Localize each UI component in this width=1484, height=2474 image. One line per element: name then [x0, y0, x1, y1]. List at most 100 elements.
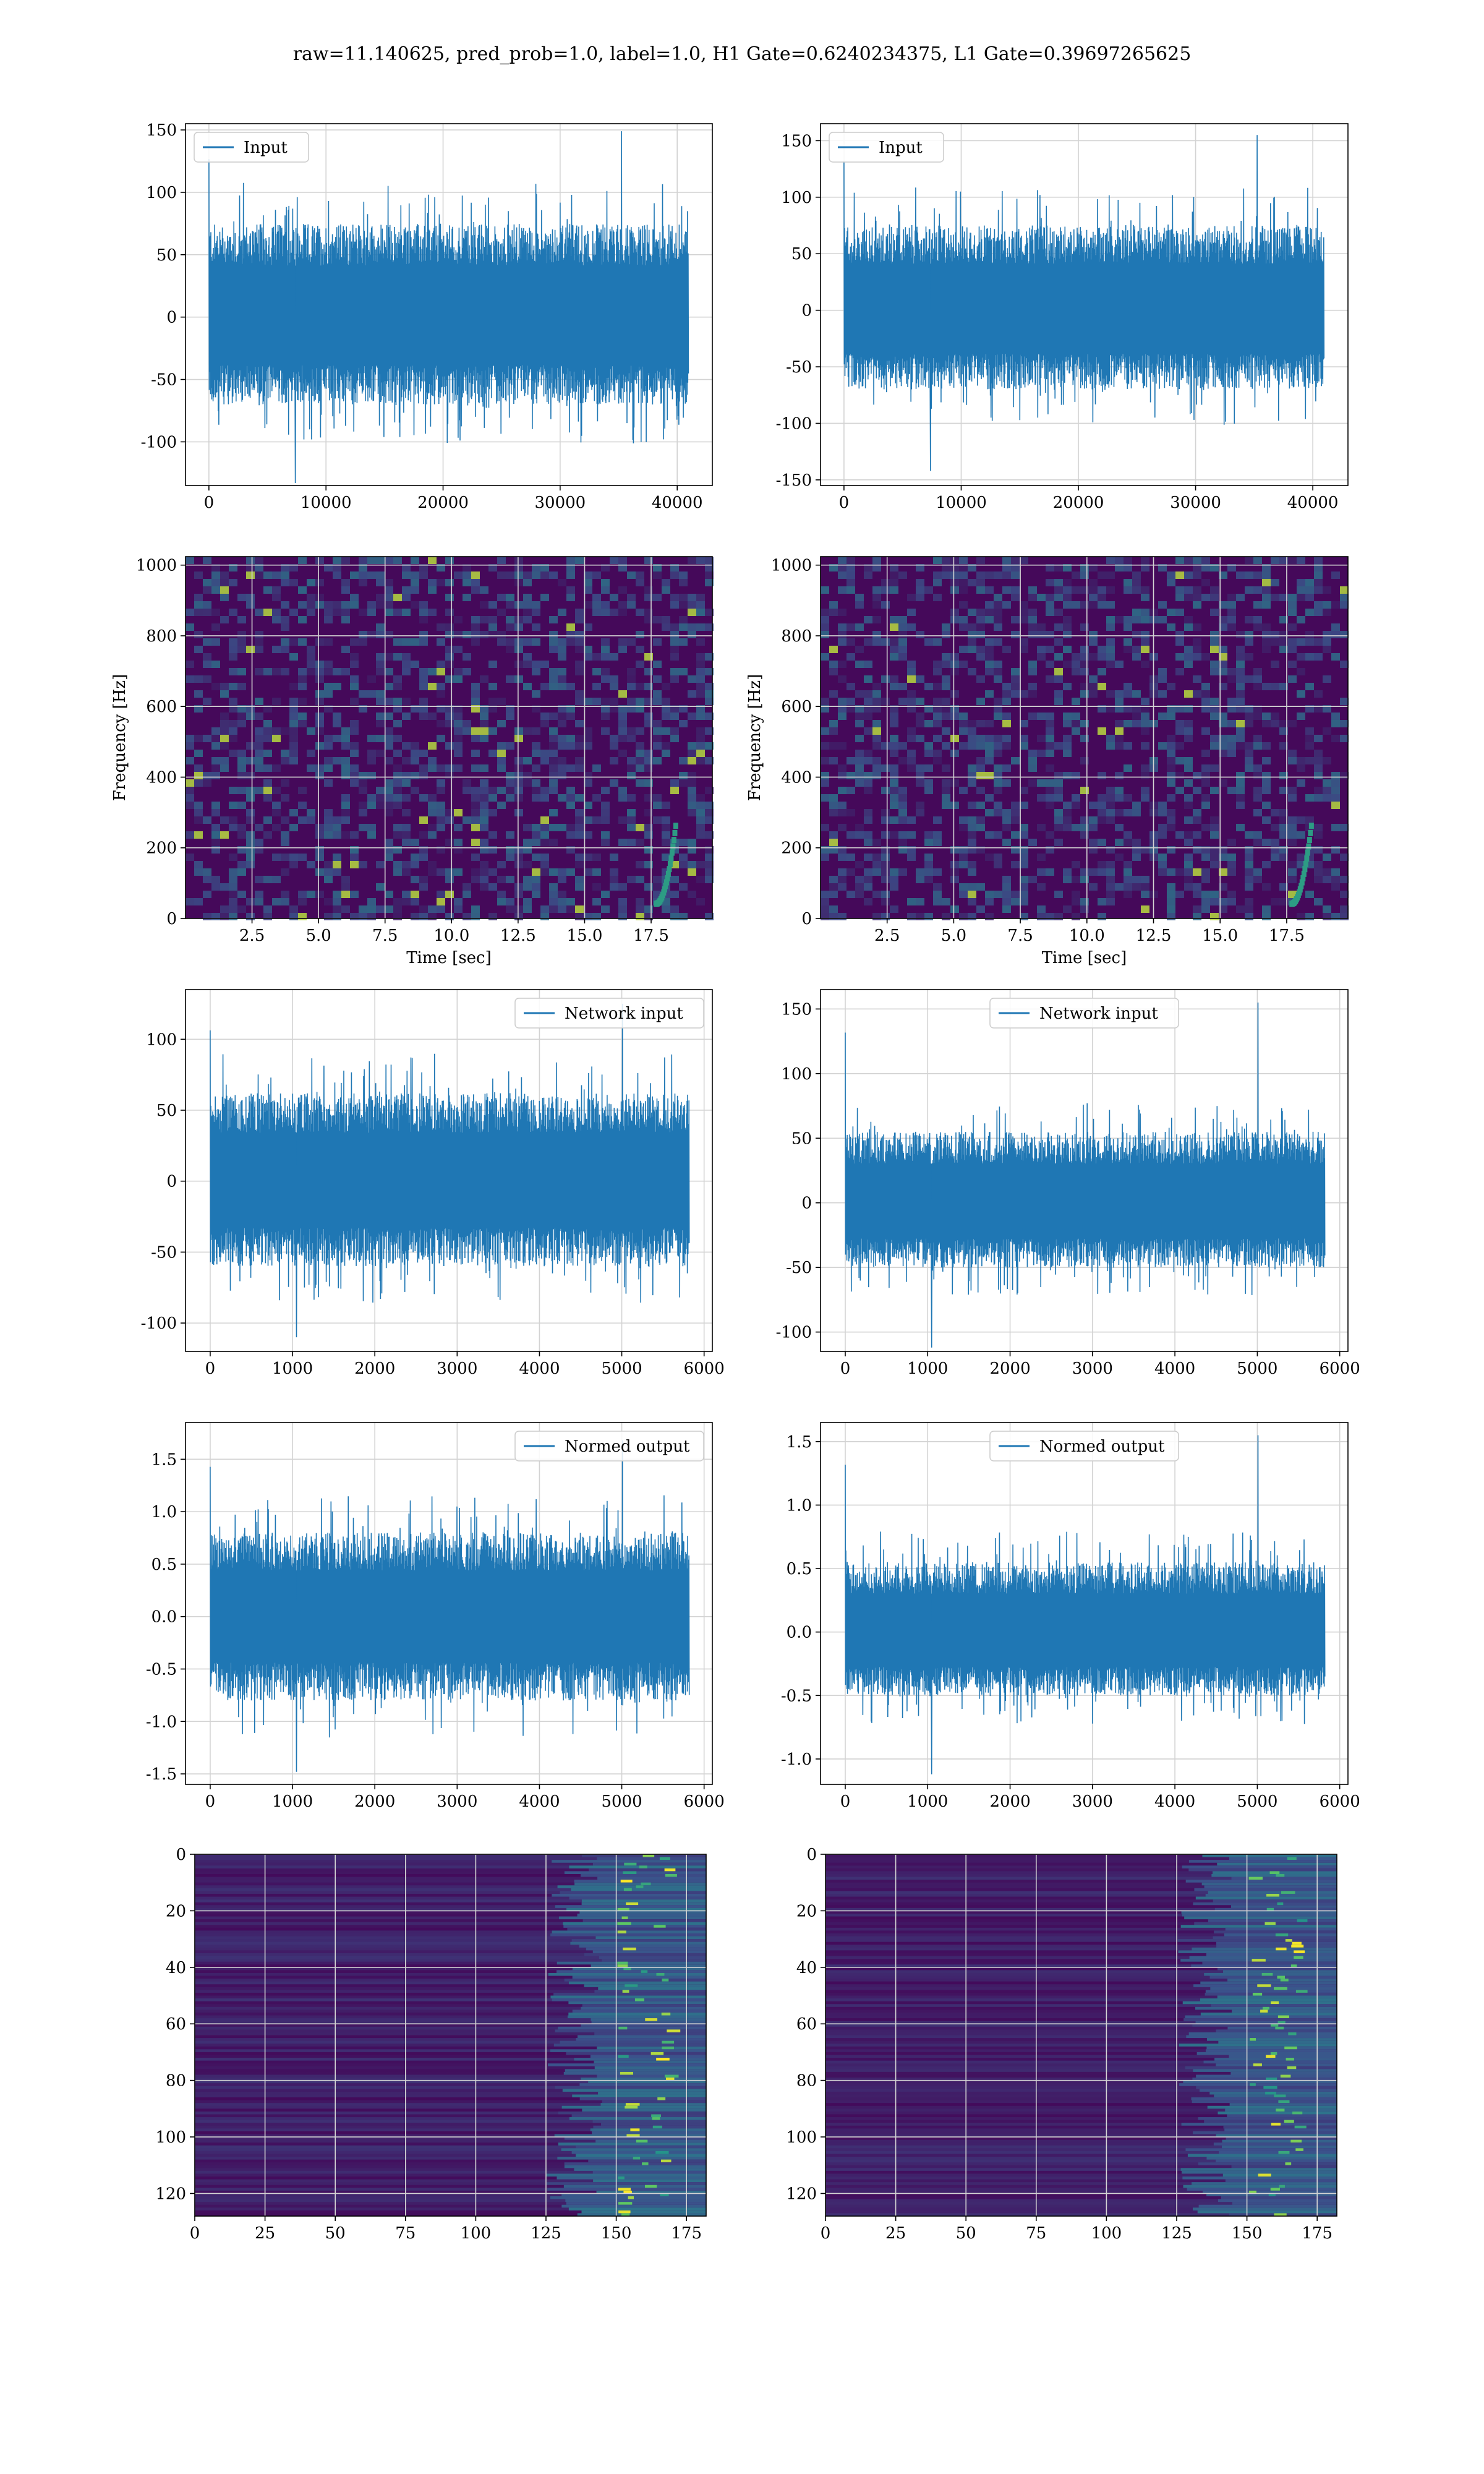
spectrogram-cell	[636, 579, 644, 586]
spectrogram-cell	[1331, 794, 1340, 802]
spectrogram-cell	[670, 631, 679, 638]
spectrogram-cell	[855, 735, 864, 742]
legend-box	[514, 998, 704, 1029]
spectrogram-cell	[1115, 735, 1124, 742]
spectrogram-cell	[1175, 571, 1184, 579]
feature-peak	[1266, 1907, 1274, 1911]
feature-peak	[623, 2190, 632, 2194]
feature-row	[195, 2066, 706, 2070]
spectrogram-cell	[890, 623, 898, 631]
spectrogram-cell	[428, 809, 437, 816]
spectrogram-cell	[506, 898, 514, 905]
feature-band	[581, 2024, 706, 2027]
spectrogram-cell	[933, 579, 942, 586]
line-chart-p6: 0 1000 2000 3000 4000 5000 6000-100-5005010015…	[776, 989, 1360, 1378]
spectrogram-cell	[324, 616, 333, 623]
spectrogram-cell	[890, 616, 898, 623]
feature-row	[195, 2097, 706, 2101]
spectrogram-cell	[272, 616, 281, 623]
spectrogram-cell	[393, 905, 402, 913]
spectrogram-cell	[610, 883, 618, 891]
spectrogram-cell	[428, 609, 437, 616]
feature-row	[825, 2058, 1337, 2061]
spectrogram-cell	[1288, 661, 1297, 668]
feature-row	[195, 1913, 706, 1917]
spectrogram-cell	[976, 772, 985, 779]
spectrogram-cell	[601, 802, 610, 809]
y-tick-label: 800	[146, 627, 177, 646]
spectrogram-cell	[610, 757, 618, 764]
chirp-cell	[1297, 886, 1303, 893]
spectrogram-cell	[872, 891, 881, 898]
spectrogram-cell	[1080, 683, 1089, 690]
x-tick-label: 0	[205, 1359, 216, 1378]
spectrogram-cell	[1002, 713, 1011, 720]
spectrogram-cell	[1331, 876, 1340, 883]
spectrogram-cell	[402, 772, 411, 779]
feature-row	[825, 2035, 1337, 2039]
spectrogram-cell	[281, 616, 289, 623]
spectrogram-cell	[480, 861, 488, 868]
spectrogram-cell	[1297, 690, 1305, 698]
spectrogram-cell	[994, 609, 1002, 616]
spectrogram-cell	[688, 772, 696, 779]
spectrogram-cell	[1011, 668, 1020, 675]
spectrogram-cell	[445, 742, 454, 750]
spectrogram-cell	[1089, 824, 1098, 831]
feature-peak	[1285, 2162, 1292, 2166]
spectrogram-cell	[497, 764, 506, 772]
spectrogram-cell	[838, 883, 846, 891]
feature-band	[1192, 2078, 1337, 2081]
feature-band	[565, 2069, 706, 2073]
spectrogram-cell	[1141, 883, 1149, 891]
spectrogram-cell	[1054, 609, 1063, 616]
spectrogram-cell	[532, 601, 540, 609]
spectrogram-cell	[333, 816, 341, 824]
feature-peak	[1260, 2010, 1268, 2013]
y-tick-label: 100	[786, 2128, 817, 2147]
spectrogram-cell	[1305, 594, 1314, 601]
spectrogram-cell	[333, 668, 341, 675]
feature-band	[1198, 2204, 1337, 2208]
spectrogram-cell	[549, 571, 558, 579]
feature-row	[825, 2083, 1337, 2087]
spectrogram-cell	[558, 675, 566, 683]
feature-band	[581, 1902, 706, 1906]
feature-peak	[642, 1854, 655, 1858]
spectrogram-cell	[688, 631, 696, 638]
chirp-cell	[1300, 875, 1306, 882]
spectrogram-cell	[471, 816, 480, 824]
spectrogram-cell	[872, 631, 881, 638]
feature-row	[195, 2179, 706, 2183]
spectrogram-cell	[506, 646, 514, 653]
spectrogram-cell	[1132, 854, 1141, 861]
spectrogram-cell	[437, 668, 445, 675]
feature-band	[1221, 2196, 1337, 2200]
spectrogram-cell	[1054, 579, 1063, 586]
spectrogram-cell	[393, 683, 402, 690]
spectrogram-cell	[1072, 824, 1080, 831]
spectrogram-cell	[1219, 883, 1227, 891]
feature-peak	[1248, 1877, 1263, 1880]
feature-band	[1191, 2097, 1337, 2101]
spectrogram-cell	[333, 905, 341, 913]
feature-row	[825, 1998, 1337, 2002]
feature-row	[825, 2151, 1337, 2154]
spectrogram-cell	[942, 779, 950, 787]
spectrogram-cell	[985, 668, 994, 675]
feature-band	[581, 1899, 706, 1903]
spectrogram-cell	[220, 586, 229, 594]
feature-peak	[620, 1880, 633, 1883]
spectrogram-cell	[454, 571, 463, 579]
spectrogram-cell	[916, 764, 924, 772]
spectrogram-cell	[1271, 720, 1279, 727]
spectrogram-cell	[1297, 831, 1305, 839]
feature-band	[1206, 2038, 1337, 2042]
feature-band	[570, 1941, 706, 1945]
spectrogram-cell	[688, 802, 696, 809]
spectrogram-cell	[994, 713, 1002, 720]
spectrogram-cell	[229, 564, 237, 571]
feature-row	[825, 2108, 1337, 2112]
spectrogram-cell	[1253, 839, 1262, 846]
spectrogram-cell	[890, 883, 898, 891]
